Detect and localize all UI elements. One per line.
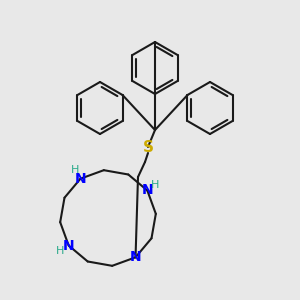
Text: N: N [63, 238, 74, 253]
Text: S: S [142, 140, 154, 154]
Text: N: N [130, 250, 141, 264]
Text: N: N [75, 172, 86, 186]
Text: H: H [70, 166, 79, 176]
Text: H: H [151, 180, 160, 190]
Text: H: H [56, 246, 65, 256]
Text: N: N [142, 184, 153, 197]
